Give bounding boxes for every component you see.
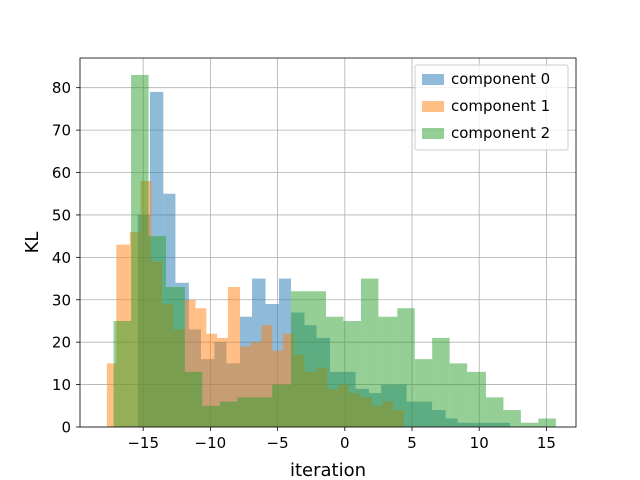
histogram-bar — [131, 74, 149, 427]
y-tick-label: 60 — [52, 164, 71, 182]
histogram-bar — [503, 410, 521, 427]
histogram-bar — [254, 397, 273, 427]
y-tick-label: 20 — [52, 334, 71, 352]
histogram-bar — [485, 397, 504, 427]
histogram-bar — [202, 405, 220, 427]
histogram-bar — [272, 384, 292, 427]
histogram-bar — [106, 363, 117, 427]
histogram-bar — [467, 371, 486, 427]
histogram-bar — [432, 337, 450, 427]
histogram-bar — [206, 333, 218, 427]
histogram-bar — [166, 287, 185, 427]
histogram-bar — [219, 401, 238, 427]
legend-swatch — [422, 128, 444, 139]
legend-label: component 1 — [451, 97, 550, 115]
y-tick-label: 10 — [52, 376, 71, 394]
legend: component 0 component 1 component 2 — [414, 64, 569, 151]
histogram-bar — [184, 371, 203, 427]
x-axis: −15 −10 −5 0 5 10 15 — [127, 427, 556, 452]
histogram-bar — [325, 316, 344, 427]
y-axis-label: KL — [22, 232, 43, 254]
x-tick-label: −5 — [267, 434, 289, 452]
histogram-bar — [397, 308, 415, 427]
histogram-bar — [414, 359, 433, 427]
x-tick-label: 5 — [407, 434, 417, 452]
legend-swatch — [422, 101, 444, 112]
histogram-bar — [184, 299, 196, 427]
legend-box — [414, 64, 569, 151]
histogram-bar — [148, 236, 167, 427]
legend-swatch — [422, 74, 444, 85]
y-tick-label: 40 — [52, 249, 71, 267]
legend-label: component 0 — [451, 70, 550, 88]
y-tick-label: 50 — [52, 206, 71, 224]
histogram-bar — [449, 363, 468, 427]
histogram-bar — [343, 320, 361, 427]
histogram-bar — [308, 291, 326, 427]
x-axis-label: iteration — [290, 460, 366, 480]
histogram-bar — [282, 333, 294, 427]
histogram-bar — [227, 287, 240, 427]
y-axis: 0 10 20 30 40 50 60 70 80 — [52, 79, 80, 437]
x-tick-label: −15 — [127, 434, 159, 452]
histogram-bar — [360, 278, 379, 427]
y-tick-label: 80 — [52, 79, 71, 97]
y-tick-label: 70 — [52, 122, 71, 140]
histogram-bar — [538, 418, 556, 427]
x-tick-label: −10 — [195, 434, 227, 452]
series-2-bars — [113, 74, 556, 427]
x-tick-label: 10 — [470, 434, 489, 452]
x-tick-label: 15 — [537, 434, 556, 452]
histogram-bar — [261, 325, 273, 427]
histogram-bars — [106, 74, 556, 428]
histogram-bar — [250, 342, 262, 427]
histogram-bar — [239, 346, 251, 427]
histogram-bar — [113, 320, 132, 427]
histogram-bar — [195, 308, 207, 427]
histogram-bar — [291, 291, 309, 427]
histogram-bar — [237, 397, 255, 427]
histogram-bar — [520, 422, 539, 427]
y-tick-label: 30 — [52, 291, 71, 309]
y-tick-label: 0 — [61, 419, 71, 437]
axes-frame — [79, 57, 577, 428]
legend-label: component 2 — [451, 124, 550, 142]
histogram-bar — [217, 337, 228, 427]
x-tick-label: 0 — [340, 434, 350, 452]
histogram-bar — [378, 316, 398, 427]
